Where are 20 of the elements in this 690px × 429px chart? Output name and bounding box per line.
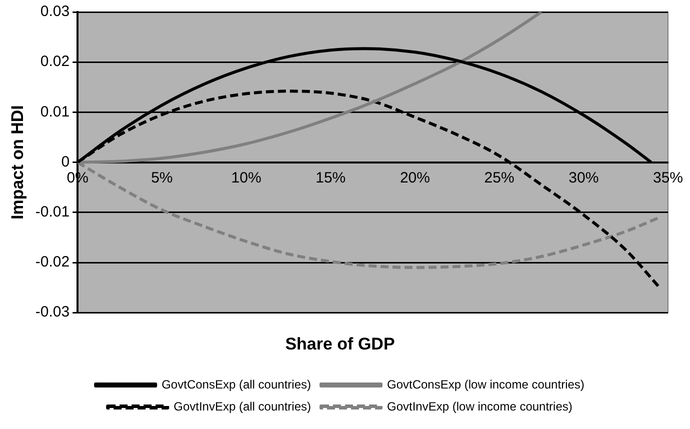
x-tick-label: 10% (231, 169, 262, 186)
x-tick-label: 15% (316, 169, 346, 186)
y-tick-label: 0.01 (40, 103, 70, 120)
y-tick-label: 0.02 (40, 53, 70, 70)
x-tick-label: 5% (151, 169, 173, 186)
x-tick-label: 35% (652, 169, 684, 186)
legend-label: GovtConsExp (all countries) (162, 377, 311, 392)
x-tick-label: 20% (400, 169, 430, 186)
legend-label: GovtInvExp (low income countries) (386, 399, 572, 414)
y-tick-label: -0.01 (35, 204, 70, 221)
x-tick-label: 25% (484, 169, 514, 186)
y-axis-title: Impact on HDI (8, 105, 27, 220)
y-tick-label: 0.03 (40, 3, 70, 20)
x-axis-title: Share of GDP (285, 334, 395, 354)
y-tick-label: -0.03 (35, 304, 70, 321)
legend-label: GovtInvExp (all countries) (174, 399, 311, 414)
x-tick-label: 30% (568, 169, 599, 186)
legend-label: GovtConsExp (low income countries) (386, 377, 584, 392)
y-tick-label: 0 (61, 153, 70, 170)
y-tick-label: -0.02 (35, 254, 70, 271)
